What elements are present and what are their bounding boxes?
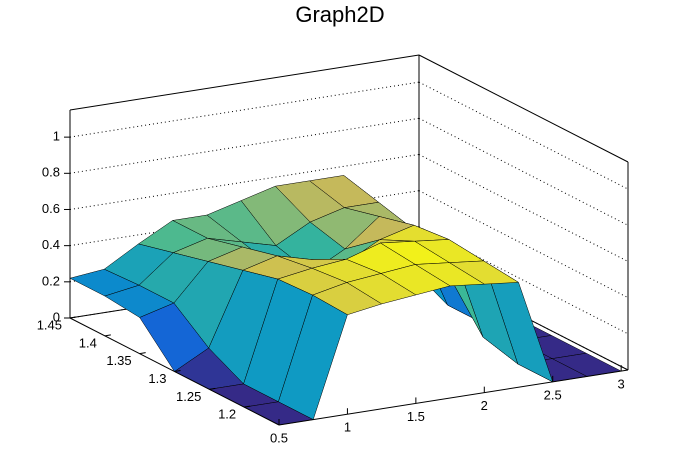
z-tick-label: 0 [53,309,60,324]
z-tick-label: 0.4 [42,237,60,252]
y-tick [139,352,146,355]
z-tick-label: 0.2 [42,273,60,288]
x-tick-label: 1 [344,420,351,435]
grid-line [69,81,420,138]
y-tick-label: 1.35 [106,353,131,368]
x-tick-label: 2 [481,398,488,413]
grid-line [69,117,420,174]
y-tick-label: 1.45 [37,317,62,332]
y-tick-label: 1.3 [148,371,166,386]
x-tick-label: 2.5 [544,387,562,402]
y-tick [104,334,111,337]
chart-title: Graph2D [295,2,384,27]
box-edge [418,54,629,163]
z-tick-label: 0.6 [42,201,60,216]
x-tick-label: 0.5 [270,430,288,445]
y-tick [244,405,251,408]
z-tick-label: 0.8 [42,165,60,180]
grid-line [418,81,629,190]
grid-line [69,153,420,210]
y-tick-label: 1.4 [79,335,97,350]
box-edge [69,54,420,111]
x-tick-label: 1.5 [407,409,425,424]
x-tick-label: 3 [618,377,625,392]
x-axis [278,369,629,426]
y-tick-label: 1.2 [218,407,236,422]
y-tick [209,387,216,390]
y-tick-label: 1.25 [176,389,201,404]
y-tick [174,370,181,372]
grid-line [418,117,629,226]
z-tick-label: 1 [53,129,60,144]
y-tick [69,316,77,319]
